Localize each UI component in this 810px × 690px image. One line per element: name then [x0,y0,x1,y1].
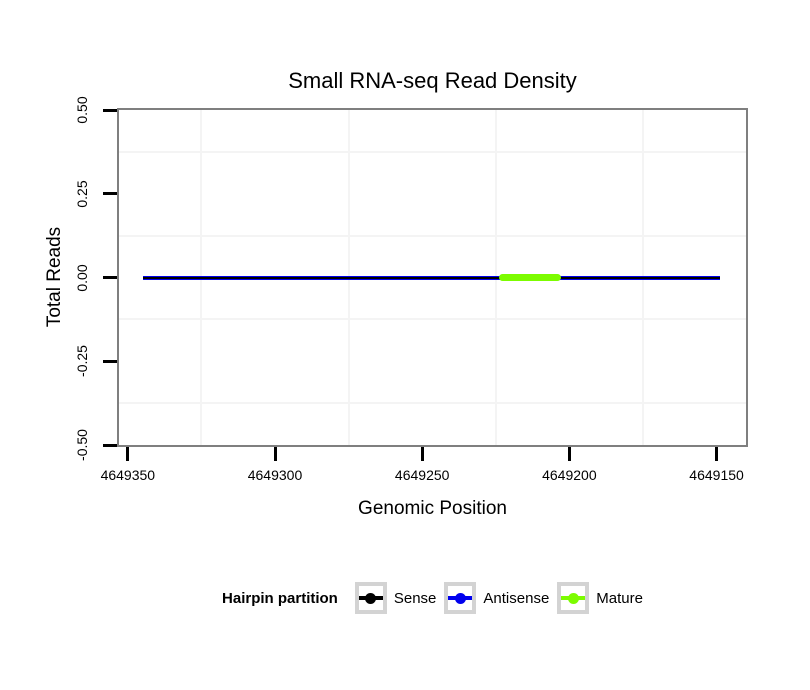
x-tick-mark [126,447,130,461]
x-tick-mark [420,447,424,461]
y-tick-label-text: -0.50 [74,429,90,461]
y-tick-label-text: 0.00 [74,263,90,292]
mature-key-icon [557,582,590,614]
y-tick-mark [103,192,117,196]
x-axis-title: Genomic Position [358,498,507,519]
legend-entry-antisense: Antisense [444,582,549,614]
mature-point-glyph [567,592,579,604]
antisense-key-icon [444,582,477,614]
x-tick-mark [273,447,277,461]
minor-gridline-horizontal [119,150,746,153]
y-tick-label-text: 0.25 [74,180,90,208]
minor-gridline-horizontal [119,402,746,405]
x-tick-label: 4649300 [247,467,303,483]
legend-title: Hairpin partition [222,589,338,607]
y-tick-mark [103,276,117,279]
sense-key-icon [354,582,387,614]
legend: Hairpin partition Sense Antisense Mature [117,580,748,616]
sense-point-glyph [365,592,377,604]
legend-label-sense: Sense [393,589,437,607]
y-tick-label-text: 0.50 [74,96,90,124]
x-tick-mark [715,447,719,461]
plot-panel [117,108,748,447]
x-tick-label: 4649150 [689,467,744,483]
y-tick-mark [103,108,117,112]
chart-title: Small RNA-seq Read Density [288,68,577,93]
x-tick-label: 4649250 [394,467,450,483]
x-tick-label: 4649350 [100,467,156,483]
series-line-mature [498,274,561,281]
x-tick-mark [567,447,571,461]
series-line-sense [142,276,720,279]
minor-gridline-horizontal [119,318,746,321]
legend-entry-mature: Mature [557,582,643,614]
x-tick-label: 4649200 [542,467,597,483]
antisense-point-glyph [454,592,466,604]
legend-label-antisense: Antisense [483,589,550,607]
y-axis-title-text: Total Reads [44,226,65,328]
y-tick-mark [103,359,117,363]
y-tick-mark [103,443,117,447]
legend-label-mature: Mature [596,589,643,607]
y-tick-label-text: -0.25 [74,345,90,378]
legend-entry-sense: Sense [354,582,437,614]
minor-gridline-horizontal [119,234,746,237]
